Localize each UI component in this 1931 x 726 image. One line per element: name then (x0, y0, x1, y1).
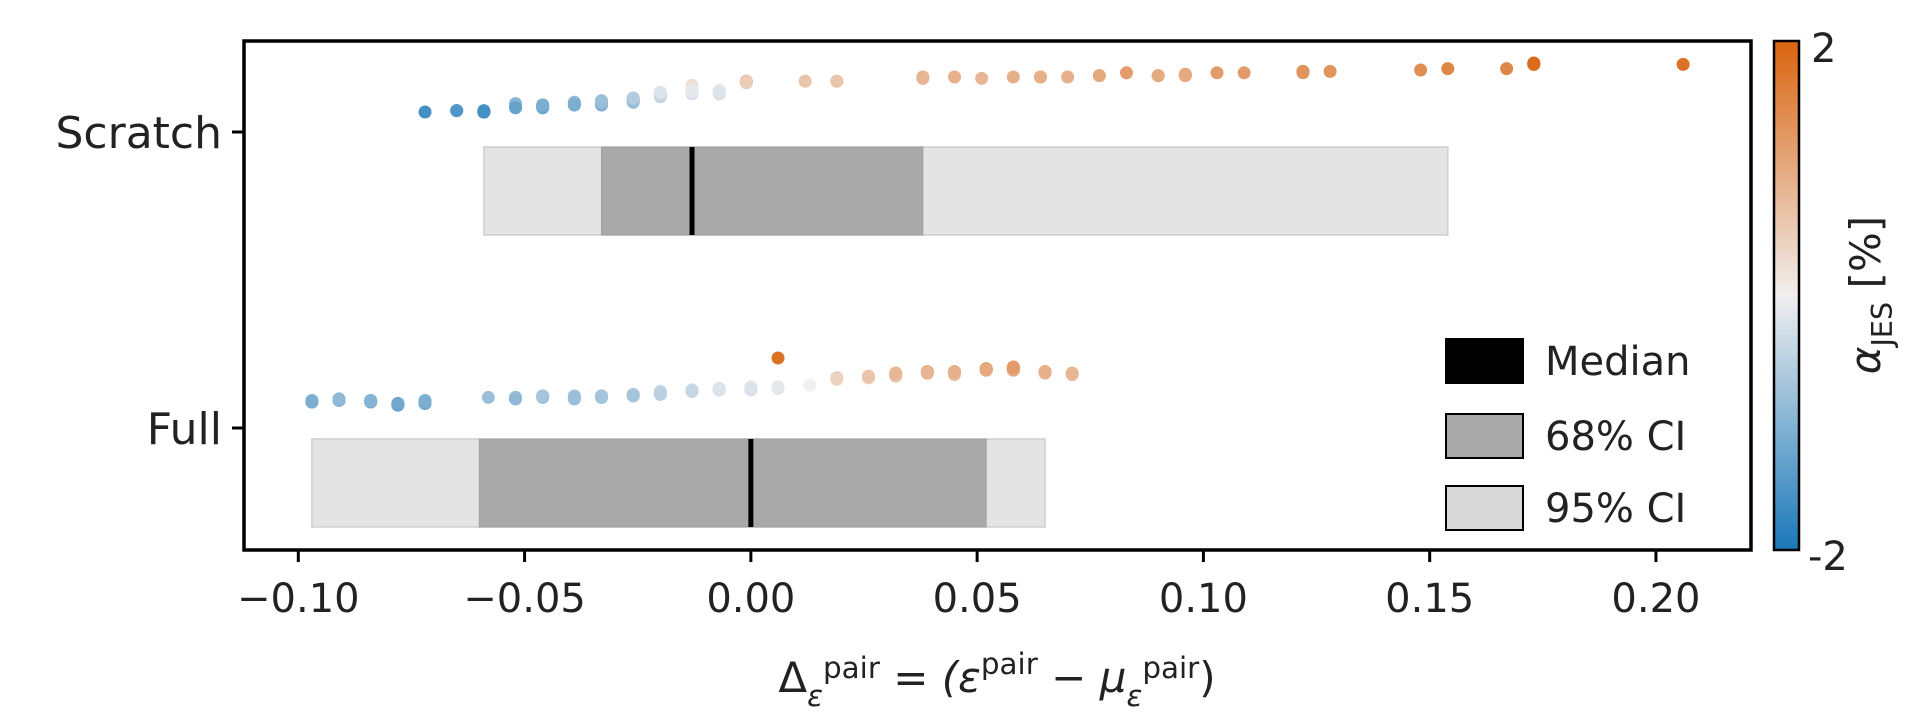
legend-swatch-ci68 (1445, 413, 1524, 459)
point-scratch (739, 76, 753, 90)
x-tick-label: 0.05 (933, 576, 1022, 622)
point-scratch (567, 98, 581, 112)
x-tick-label: 0.10 (1159, 576, 1248, 622)
point-full (626, 389, 640, 403)
point-scratch (1676, 57, 1690, 71)
point-scratch (509, 101, 523, 115)
ci68-band-scratch (601, 146, 924, 236)
scatter-points (305, 56, 1690, 412)
point-full (418, 395, 432, 409)
x-tick-label: −0.05 (463, 576, 586, 622)
point-scratch (975, 71, 989, 85)
point-full (364, 393, 378, 407)
point-full (889, 366, 903, 380)
category-label-full: Full (147, 404, 222, 455)
x-tick-label: 0.00 (706, 576, 795, 622)
point-full (1065, 366, 1079, 380)
point-full (979, 363, 993, 377)
legend-label-median: Median (1545, 339, 1691, 385)
point-full (771, 351, 785, 365)
point-scratch (626, 91, 640, 105)
category-label-scratch: Scratch (55, 108, 222, 159)
point-full (744, 381, 758, 395)
point-full (712, 381, 726, 395)
point-scratch (1414, 63, 1428, 77)
colorbar-max-label: 2 (1811, 26, 1836, 72)
point-scratch (1006, 70, 1020, 84)
x-tick-label: −0.10 (237, 576, 360, 622)
point-scratch (1323, 64, 1337, 78)
ci68-band-full (478, 438, 987, 528)
point-scratch (1033, 70, 1047, 84)
point-full (567, 390, 581, 404)
point-full (1038, 365, 1052, 379)
point-full (948, 365, 962, 379)
point-full (509, 392, 523, 406)
point-scratch (1296, 64, 1310, 78)
colorbar-gradient (1772, 39, 1801, 552)
point-scratch (1061, 70, 1075, 84)
x-axis-title: Δεpair = (εpair − μεpair) (778, 647, 1215, 713)
point-full (803, 378, 817, 392)
x-tick-label: 0.20 (1611, 576, 1700, 622)
point-scratch (1441, 62, 1455, 76)
point-full (830, 372, 844, 386)
legend-swatch-ci95 (1445, 485, 1524, 531)
point-scratch (450, 104, 464, 118)
point-scratch (685, 84, 699, 98)
point-full (920, 366, 934, 380)
point-full (595, 389, 609, 403)
point-full (332, 392, 346, 406)
point-scratch (418, 105, 432, 119)
point-scratch (798, 74, 812, 88)
point-scratch (1210, 66, 1224, 80)
point-full (536, 389, 550, 403)
point-scratch (1151, 69, 1165, 83)
x-tick-label: 0.15 (1385, 576, 1474, 622)
point-scratch (1237, 66, 1251, 80)
colorbar-title: αJES [%] (1841, 216, 1899, 374)
point-scratch (916, 71, 930, 85)
point-scratch (1092, 69, 1106, 83)
y-axis: Scratch Full (55, 108, 244, 455)
legend-label-ci68: 68% CI (1545, 414, 1686, 460)
point-full (862, 369, 876, 383)
point-full (1006, 360, 1020, 374)
point-full (771, 380, 785, 394)
point-scratch (595, 94, 609, 108)
point-scratch (1527, 56, 1541, 70)
legend-label-ci95: 95% CI (1545, 486, 1686, 532)
legend: Median 68% CI 95% CI (1445, 338, 1691, 532)
point-full (391, 396, 405, 410)
point-scratch (948, 70, 962, 84)
colorbar-min-label: -2 (1808, 534, 1848, 580)
point-scratch (653, 85, 667, 99)
legend-swatch-median (1445, 338, 1524, 384)
point-scratch (536, 98, 550, 112)
point-scratch (477, 105, 491, 119)
point-full (653, 386, 667, 400)
point-scratch (1119, 66, 1133, 80)
point-full (305, 395, 319, 409)
point-scratch (830, 74, 844, 88)
colorbar: 2 -2 αJES [%] (1772, 26, 1899, 580)
point-full (481, 390, 495, 404)
x-axis: −0.10 −0.05 0.00 0.05 0.10 0.15 0.20 (237, 550, 1700, 622)
point-scratch (1178, 69, 1192, 83)
interval-bands (311, 146, 1449, 528)
plot-frame (242, 39, 1753, 552)
point-scratch (1500, 62, 1514, 76)
point-full (685, 384, 699, 398)
point-scratch (712, 85, 726, 99)
